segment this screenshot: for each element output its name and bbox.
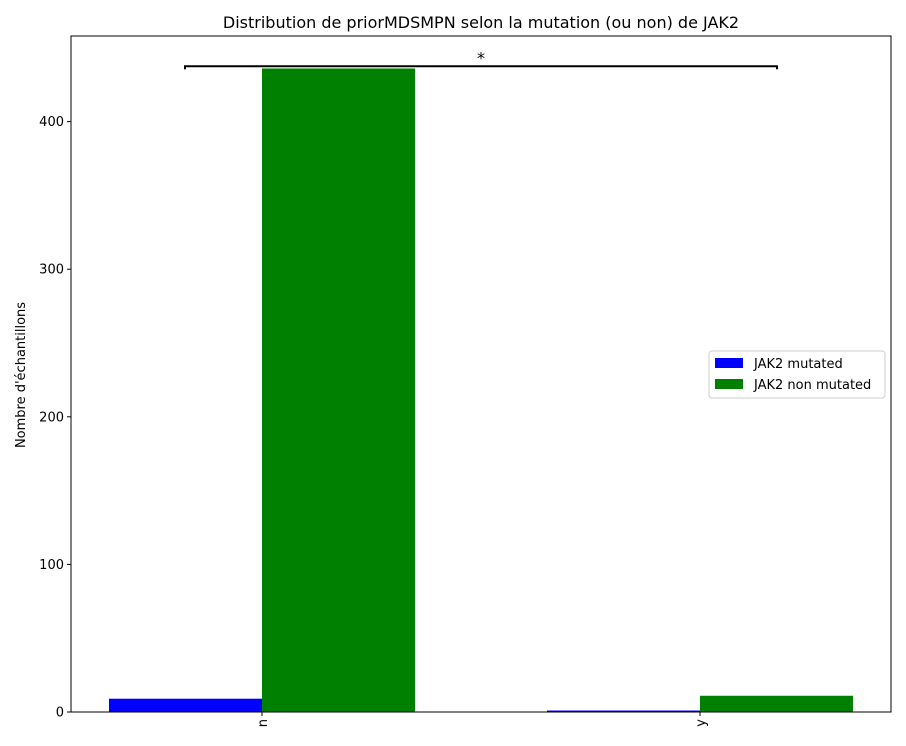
y-tick-label: 100	[39, 558, 64, 573]
bar-jak2-non-mutated-y	[700, 695, 853, 712]
chart-title: Distribution de priorMDSMPN selon la mut…	[223, 13, 739, 32]
y-tick-label: 0	[56, 706, 64, 721]
x-tick-label: n	[256, 719, 271, 727]
legend-box	[708, 350, 886, 399]
y-tick-label: 400	[39, 115, 64, 130]
y-axis-label: Nombre d'échantillons	[14, 302, 29, 448]
plot-area: 0 100 200 300 400 n y *	[39, 35, 892, 727]
x-tick-label: y	[694, 719, 709, 727]
significance-bracket	[184, 65, 778, 70]
significance-annotation: *	[477, 48, 485, 67]
legend-label-jak2-mutated: JAK2 mutated	[753, 357, 843, 372]
bar-jak2-mutated-y	[547, 710, 700, 712]
legend-label-jak2-non-mutated: JAK2 non mutated	[753, 378, 871, 393]
legend-swatch-jak2-mutated	[715, 358, 743, 368]
axes-frame	[70, 35, 892, 713]
y-tick-label: 200	[39, 410, 64, 425]
legend-swatch-jak2-non-mutated	[715, 379, 743, 389]
bar-jak2-non-mutated-n	[262, 68, 415, 712]
bar-jak2-mutated-n	[109, 698, 262, 712]
y-tick-label: 300	[39, 263, 64, 278]
legend: JAK2 mutated JAK2 non mutated	[708, 350, 886, 399]
